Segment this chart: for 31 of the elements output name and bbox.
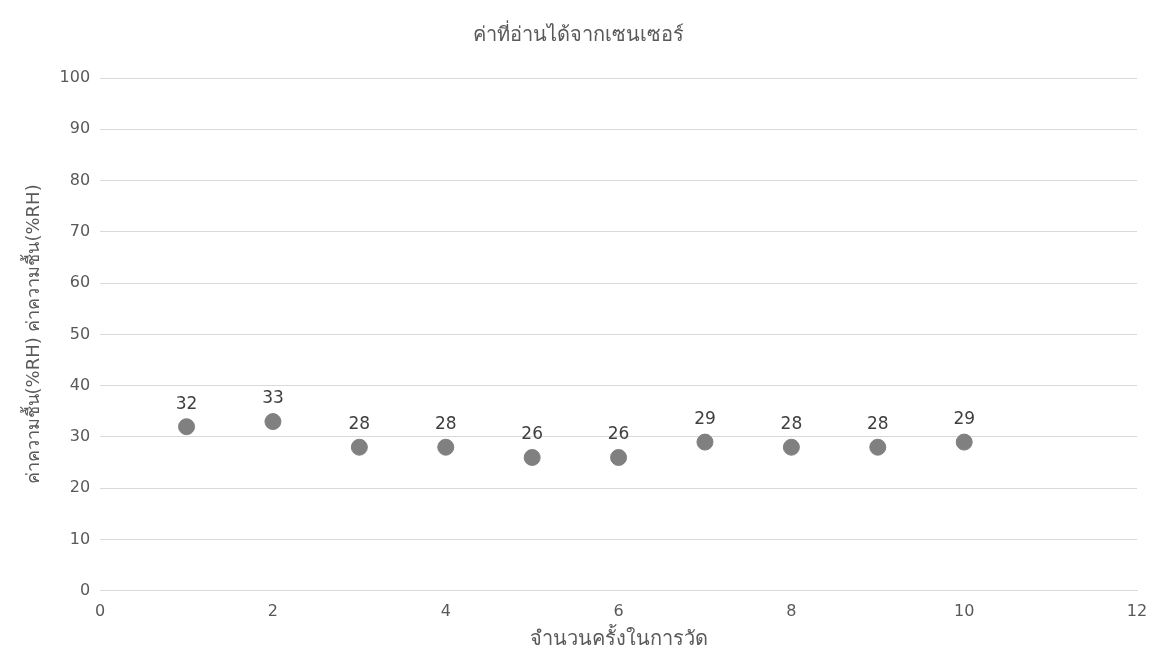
data-label: 32 — [175, 392, 198, 413]
x-tick-label: 6 — [613, 600, 624, 620]
y-tick-label: 70 — [69, 221, 91, 240]
data-label: 28 — [866, 413, 889, 434]
x-axis-title: จำนวนครั้งในการวัด — [529, 624, 708, 651]
y-tick-label: 30 — [69, 426, 91, 446]
y-tick-label: 20 — [69, 477, 91, 497]
x-tick-label: 8 — [786, 600, 797, 620]
x-tick-label: 0 — [95, 600, 106, 620]
data-label: 26 — [607, 423, 630, 444]
y-axis-title: ค่าความชื้น(%RH) ค่าความชื้น(%RH) — [20, 184, 44, 485]
y-tick-label: 100 — [59, 67, 91, 87]
y-tick-label: 40 — [69, 374, 91, 394]
x-tick-label: 2 — [267, 600, 279, 620]
y-tick-label: 10 — [69, 528, 91, 548]
y-tick-label: 60 — [69, 272, 91, 292]
x-tick-label: 4 — [440, 600, 451, 620]
x-tick-label: 10 — [954, 600, 975, 620]
data-label: 29 — [694, 408, 716, 429]
data-label: 33 — [262, 387, 284, 408]
data-label: 29 — [953, 408, 976, 429]
y-tick-label: 0 — [79, 579, 91, 599]
y-tick-label: 90 — [69, 118, 91, 138]
data-label: 28 — [434, 413, 457, 434]
chart-title: ค่าที่อ่านได้จากเซนเซอร์ — [473, 20, 684, 47]
data-label: 28 — [348, 413, 371, 434]
y-tick-label: 50 — [69, 323, 91, 343]
x-tick-label: 12 — [1126, 600, 1148, 620]
y-tick-label: 80 — [69, 169, 91, 189]
data-label: 28 — [780, 413, 803, 434]
data-label: 26 — [521, 423, 543, 444]
